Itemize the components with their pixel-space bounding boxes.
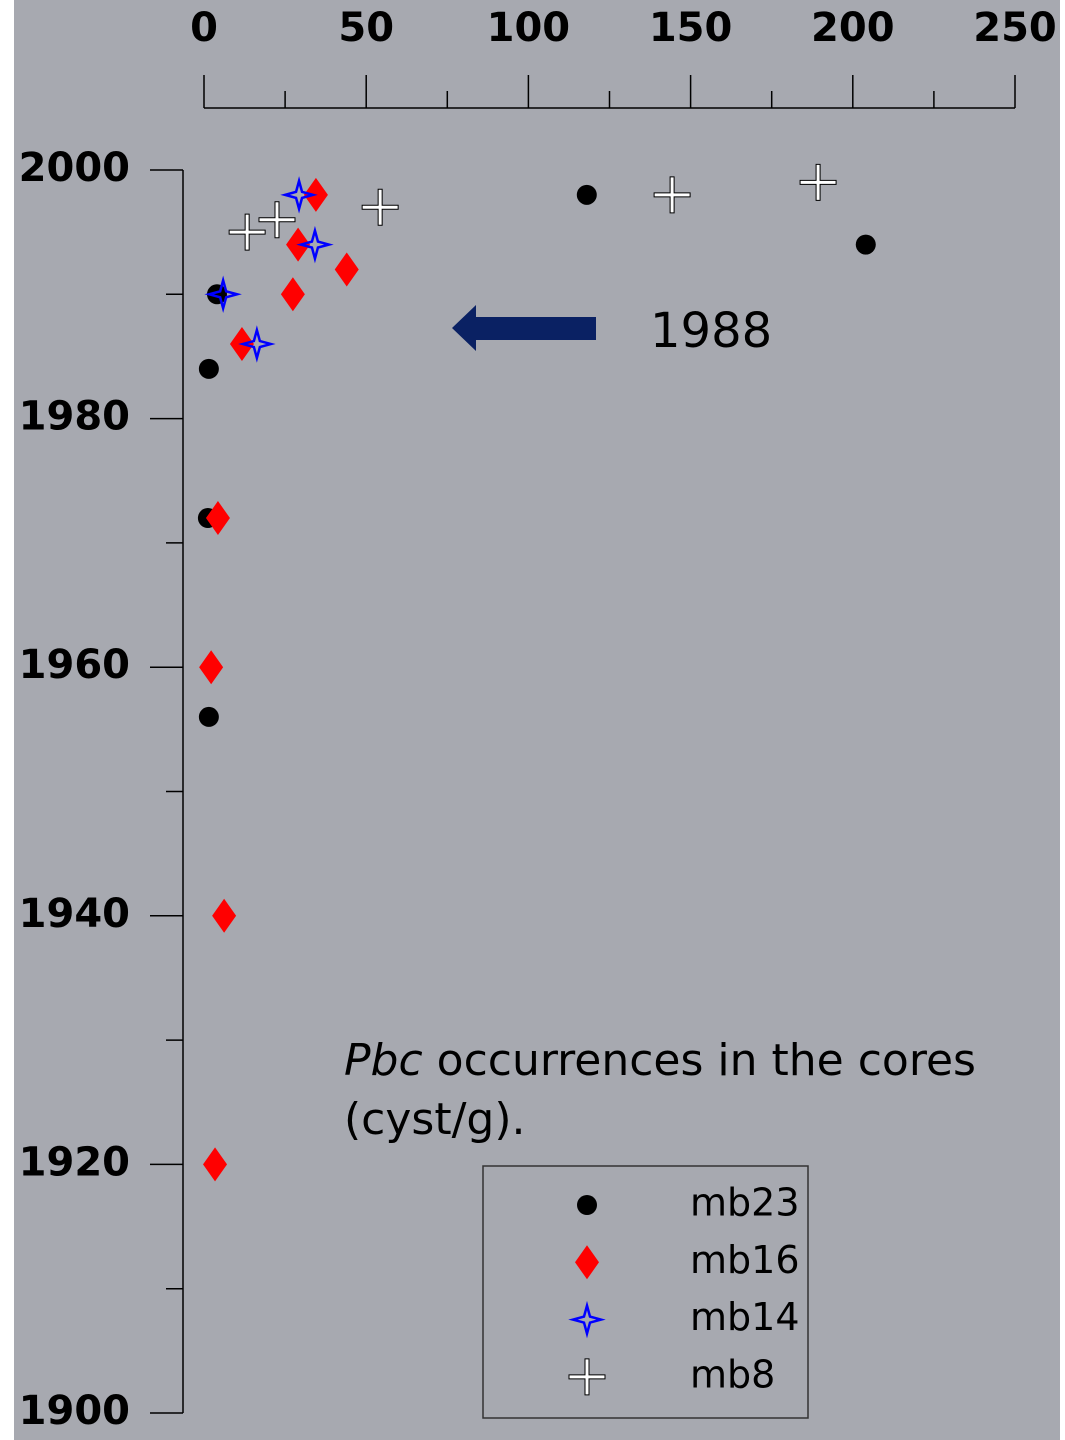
marker — [203, 1147, 228, 1182]
plot-background — [14, 0, 1060, 1440]
y-tick-label: 1920 — [19, 1139, 130, 1185]
y-tick-label: 1960 — [19, 642, 130, 688]
marker — [568, 1358, 606, 1396]
legend-label: mb23 — [690, 1181, 800, 1225]
y-tick-label: 2000 — [19, 145, 130, 191]
x-tick-label: 0 — [190, 5, 218, 51]
marker — [361, 188, 399, 226]
marker — [258, 201, 296, 239]
legend-box — [482, 1165, 809, 1419]
marker — [280, 277, 305, 312]
marker — [204, 275, 242, 314]
caption: Pbc occurrences in the cores — [344, 1035, 976, 1086]
marker — [205, 501, 230, 536]
marker — [296, 225, 334, 264]
marker — [568, 1300, 606, 1339]
caption-text: occurrences in the cores — [437, 1035, 976, 1086]
marker — [212, 898, 237, 933]
marker — [653, 176, 691, 214]
marker — [198, 706, 219, 727]
marker — [228, 213, 266, 251]
y-tick-label: 1900 — [19, 1388, 130, 1434]
x-tick-label: 150 — [649, 5, 733, 51]
marker — [577, 1195, 597, 1215]
marker — [799, 163, 837, 201]
marker — [576, 184, 597, 205]
y-tick-label: 1980 — [19, 394, 130, 440]
marker — [199, 650, 224, 685]
marker — [334, 252, 359, 287]
x-tick-label: 50 — [338, 5, 394, 51]
legend-label: mb16 — [690, 1238, 800, 1282]
marker — [855, 234, 876, 255]
marker — [280, 176, 318, 214]
marker — [198, 358, 219, 379]
marker — [238, 325, 276, 363]
annotation: 1988 — [650, 303, 772, 359]
x-tick-label: 250 — [973, 5, 1057, 51]
marker — [575, 1245, 599, 1280]
arrow — [452, 305, 596, 351]
x-tick-label: 200 — [811, 5, 895, 51]
legend-label: mb8 — [690, 1352, 775, 1396]
caption: (cyst/g). — [344, 1094, 525, 1145]
caption-italic: Pbc — [344, 1035, 423, 1086]
y-tick-label: 1940 — [19, 891, 130, 937]
legend-label: mb14 — [690, 1295, 800, 1339]
x-tick-label: 100 — [487, 5, 571, 51]
